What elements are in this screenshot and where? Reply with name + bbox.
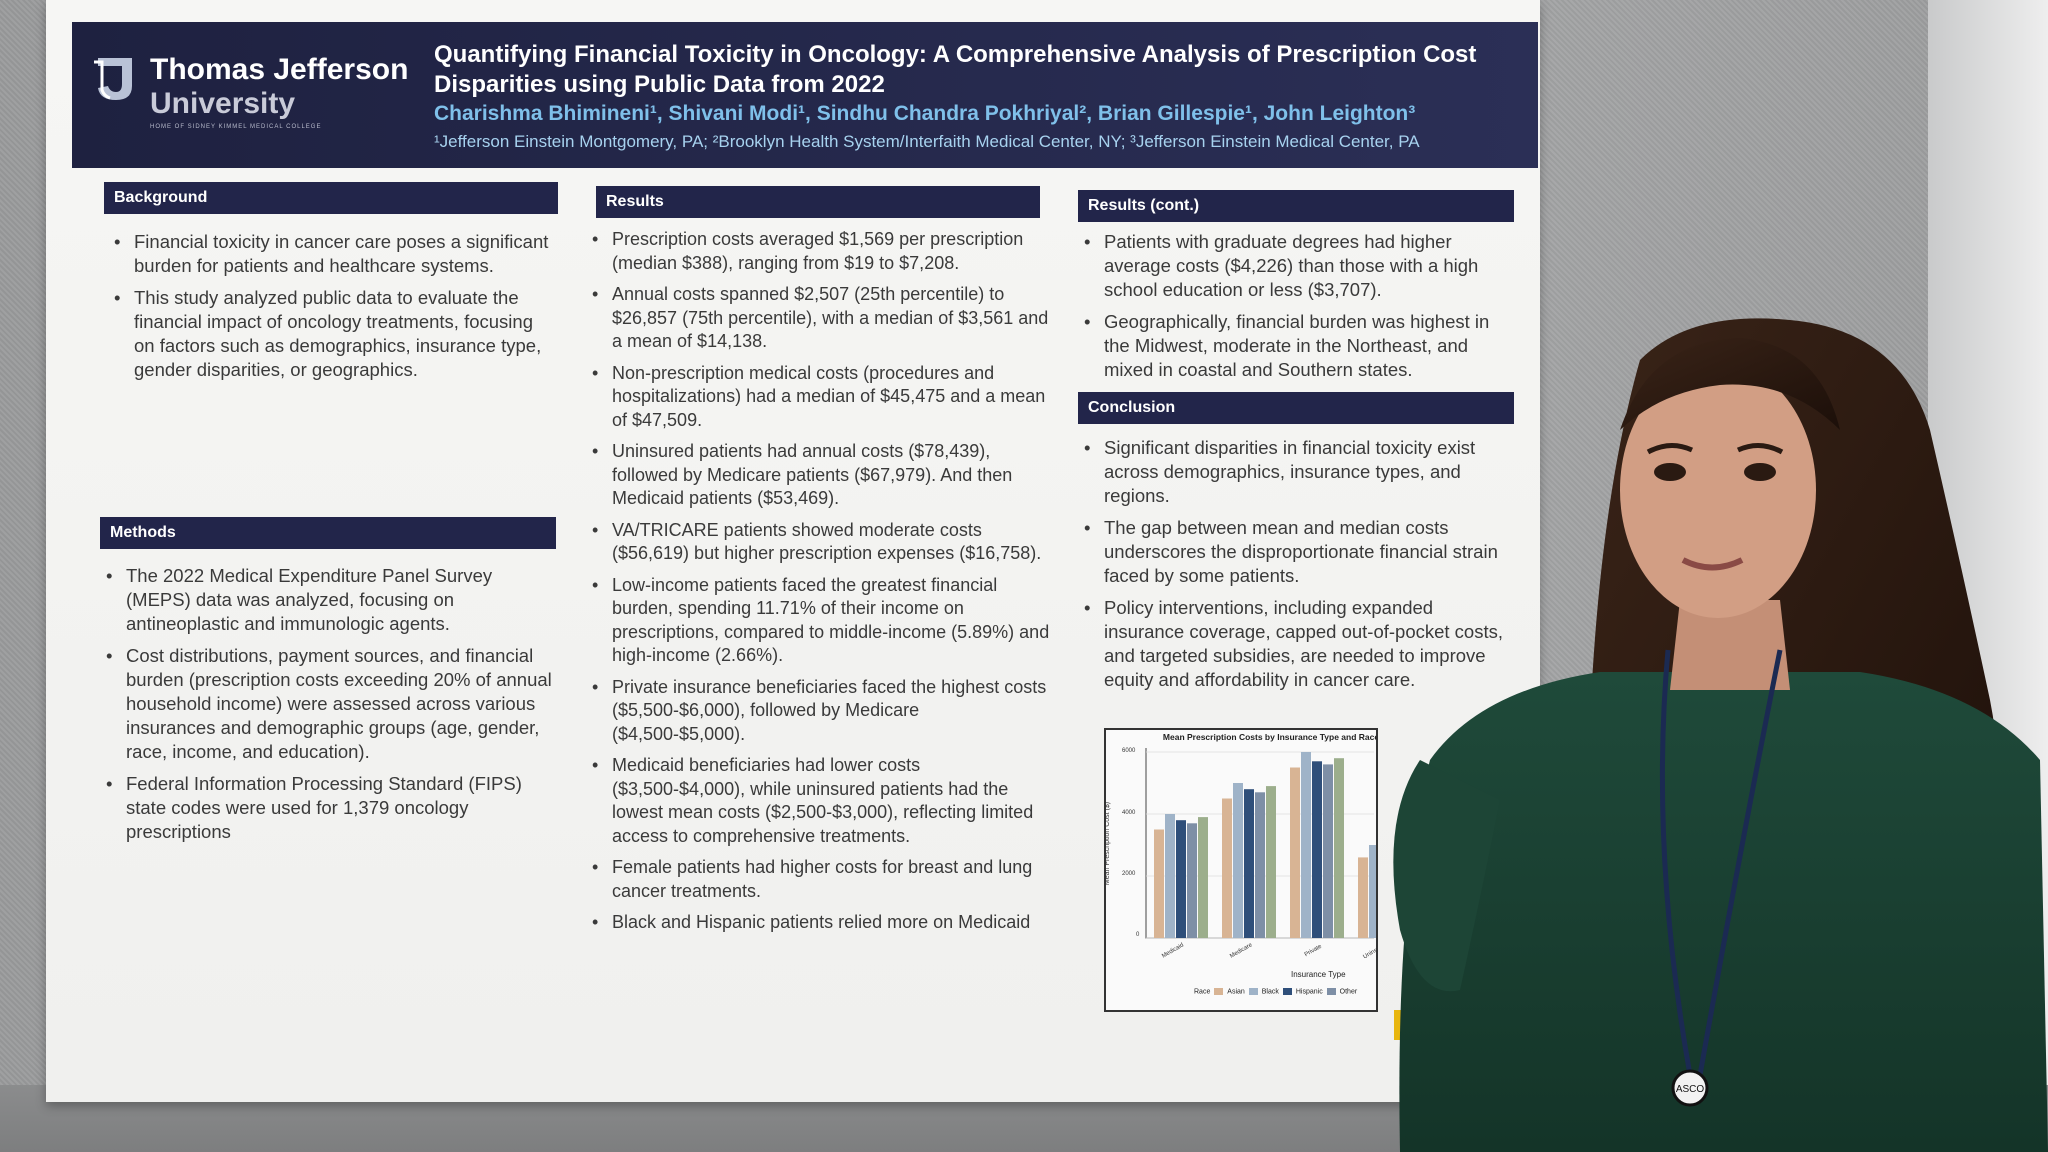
list-item: Private insurance beneficiaries faced th… <box>586 676 1056 747</box>
list-item: The gap between mean and median costs un… <box>1078 516 1518 588</box>
poster-authors: Charishma Bhimineni¹, Shivani Modi¹, Sin… <box>434 102 1416 125</box>
board-frame <box>1928 0 2048 1152</box>
list-item: Uninsured patients had annual costs ($78… <box>586 440 1056 511</box>
research-poster: Thomas Jefferson University HOME OF SIDN… <box>46 0 1540 1102</box>
conclusion-heading: Conclusion <box>1078 392 1514 424</box>
legend-swatch <box>1326 988 1336 995</box>
legend-item: Asian <box>1227 988 1245 996</box>
bar-medicare-hispanic <box>1244 789 1254 938</box>
background-heading: Background <box>104 182 558 214</box>
bar-uninsured-asian <box>1358 857 1368 938</box>
list-item: Financial toxicity in cancer care poses … <box>108 230 556 278</box>
chart-x-axis-label: Insurance Type <box>1291 970 1346 979</box>
bar-uninsured-black <box>1369 845 1376 938</box>
y-tick-label: 4000 <box>1122 810 1136 816</box>
list-item: Significant disparities in financial tox… <box>1078 436 1518 508</box>
legend-swatch <box>1214 988 1224 995</box>
bar-medicaid-other <box>1187 823 1197 938</box>
list-item: This study analyzed public data to evalu… <box>108 286 556 382</box>
list-item: The 2022 Medical Expenditure Panel Surve… <box>100 564 556 636</box>
list-item: Prescription costs averaged $1,569 per p… <box>586 228 1056 275</box>
list-item: Federal Information Processing Standard … <box>100 772 556 844</box>
bar-private-hispanic <box>1312 761 1322 938</box>
chart-legend: Race Asian Black Hispanic Other <box>1194 988 1357 995</box>
methods-list: The 2022 Medical Expenditure Panel Surve… <box>100 564 556 852</box>
poster-title: Quantifying Financial Toxicity in Oncolo… <box>434 41 1477 98</box>
bar-medicaid-asian <box>1154 829 1164 938</box>
social-handle-tag: @Resear <box>1394 1010 1494 1040</box>
logo-name: Thomas Jefferson <box>150 53 409 86</box>
results-cont-list: Patients with graduate degrees had highe… <box>1078 230 1518 390</box>
poster-affiliations: ¹Jefferson Einstein Montgomery, PA; ²Bro… <box>434 132 1420 151</box>
logo-tagline: HOME OF SIDNEY KIMMEL MEDICAL COLLEGE <box>150 124 322 130</box>
list-item: Cost distributions, payment sources, and… <box>100 644 556 764</box>
chart-title: Mean Prescription Costs by Insurance Typ… <box>1162 732 1378 742</box>
bar-medicare-asian <box>1222 798 1232 938</box>
bar-private-white <box>1334 758 1344 938</box>
list-item: Annual costs spanned $2,507 (25th percen… <box>586 283 1056 354</box>
list-item: Policy interventions, including expanded… <box>1078 596 1518 692</box>
list-item: Non-prescription medical costs (procedur… <box>586 362 1056 433</box>
bar-medicare-other <box>1255 792 1265 938</box>
legend-swatch <box>1248 988 1258 995</box>
bar-chart: Mean Prescription Costs by Insurance Typ… <box>1104 728 1378 1012</box>
bar-medicaid-black <box>1165 814 1175 938</box>
y-tick-label: 2000 <box>1122 871 1136 877</box>
bar-medicaid-white <box>1198 817 1208 938</box>
list-item: Patients with graduate degrees had highe… <box>1078 230 1518 302</box>
bar-private-other <box>1323 764 1333 938</box>
list-item: Medicaid beneficiaries had lower costs (… <box>586 754 1056 848</box>
legend-item: Black <box>1261 988 1279 996</box>
bar-private-asian <box>1290 767 1300 938</box>
y-tick-label: 0 <box>1136 932 1140 938</box>
bar-medicare-white <box>1266 786 1276 938</box>
y-tick-label: 6000 <box>1122 748 1136 754</box>
legend-swatch <box>1282 988 1292 995</box>
legend-item: Hispanic <box>1295 988 1323 996</box>
bar-medicare-black <box>1233 783 1243 938</box>
background-list: Financial toxicity in cancer care poses … <box>108 230 556 390</box>
results-heading: Results <box>596 186 1040 218</box>
bar-private-black <box>1301 752 1311 938</box>
jefferson-logo-icon <box>94 58 132 100</box>
list-item: VA/TRICARE patients showed moderate cost… <box>586 519 1056 566</box>
methods-heading: Methods <box>100 517 556 549</box>
results-list: Prescription costs averaged $1,569 per p… <box>586 228 1056 943</box>
conclusion-list: Significant disparities in financial tox… <box>1078 436 1518 700</box>
list-item: Female patients had higher costs for bre… <box>586 856 1056 903</box>
list-item: Low-income patients faced the greatest f… <box>586 574 1056 668</box>
list-item: Black and Hispanic patients relied more … <box>586 911 1056 935</box>
poster-header: Thomas Jefferson University HOME OF SIDN… <box>72 22 1538 168</box>
results-cont-heading: Results (cont.) <box>1078 190 1514 222</box>
chart-bars <box>1145 748 1376 939</box>
legend-title: Race <box>1194 988 1211 996</box>
list-item: Geographically, financial burden was hig… <box>1078 310 1518 382</box>
logo-subname: University <box>150 87 296 120</box>
legend-item: Other <box>1339 988 1358 996</box>
bar-medicaid-hispanic <box>1176 820 1186 938</box>
